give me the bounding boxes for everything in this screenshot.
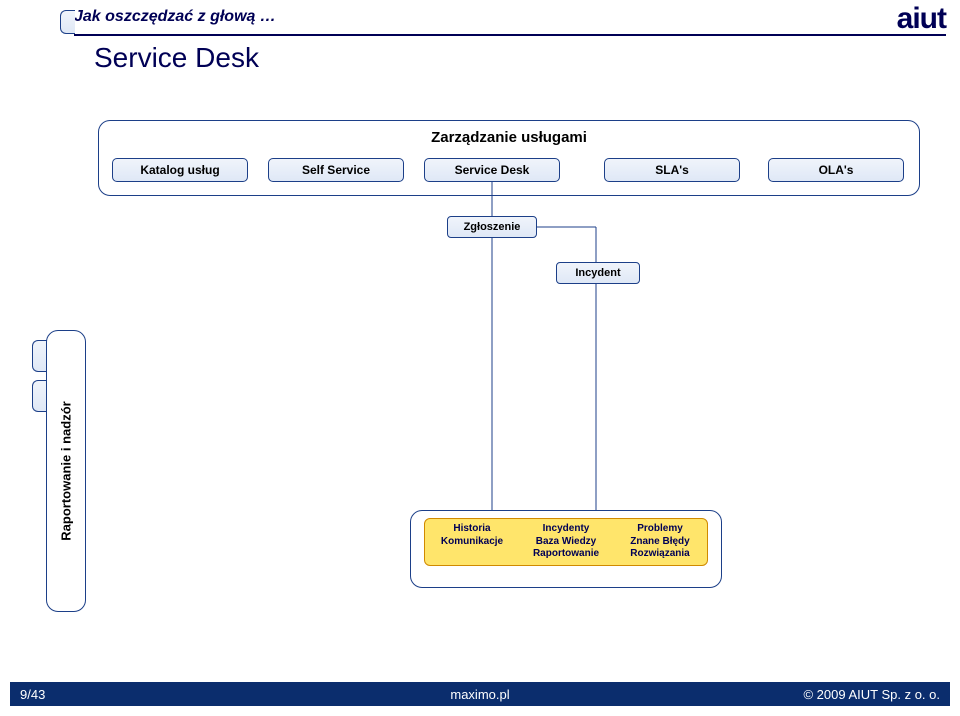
node-incydent: Incydent [556,262,640,284]
footer: 9/43 maximo.pl © 2009 AIUT Sp. z o. o. [10,682,950,706]
support-col: HistoriaKomunikacje [425,519,519,565]
support-panel-inner: HistoriaKomunikacjeIncydentyBaza WiedzyR… [424,518,708,566]
footer-right: © 2009 AIUT Sp. z o. o. [803,687,940,702]
support-col: ProblemyZnane BłędyRozwiązania [613,519,707,565]
support-col: IncydentyBaza WiedzyRaportowanie [519,519,613,565]
footer-center: maximo.pl [450,687,509,702]
node-zgloszenie: Zgłoszenie [447,216,537,238]
connectors [0,0,960,716]
footer-page: 9/43 [20,687,45,702]
